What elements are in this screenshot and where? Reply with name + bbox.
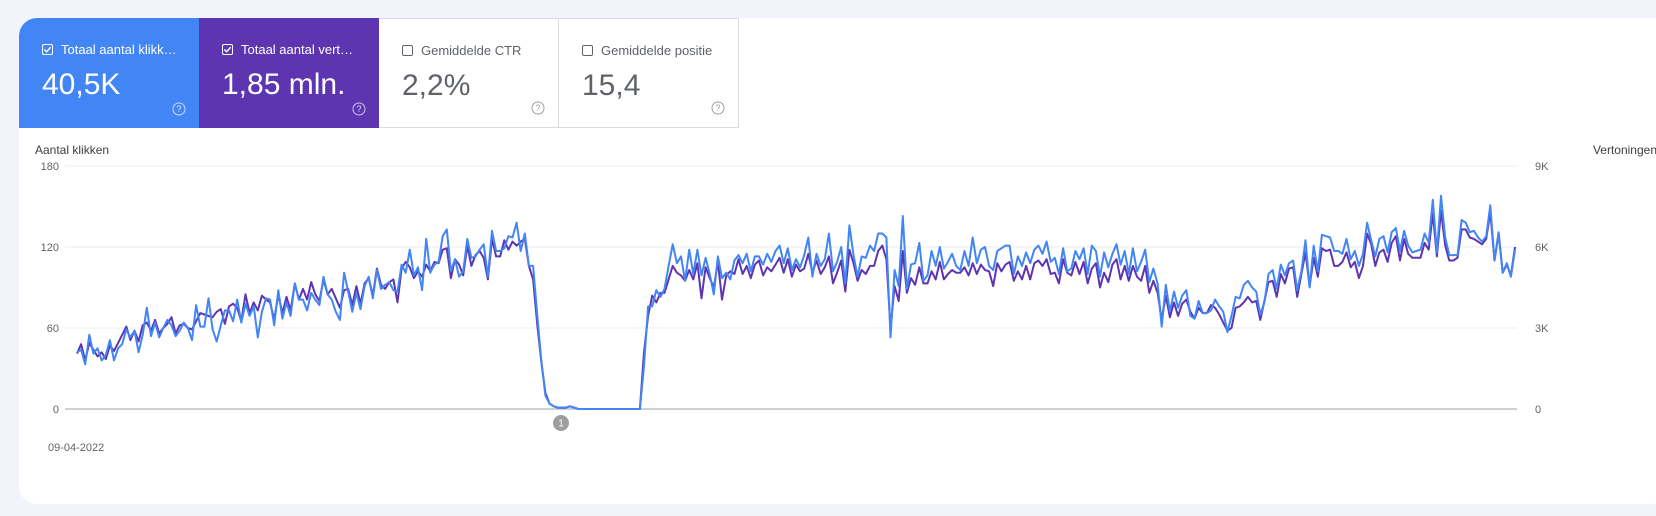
metric-value: 15,4	[582, 69, 641, 102]
metric-tile-impressions[interactable]: Totaal aantal vert… 1,85 mln. ?	[199, 18, 379, 128]
help-icon[interactable]: ?	[531, 101, 545, 115]
help-icon[interactable]: ?	[711, 101, 725, 115]
right-tick-label: 0	[1535, 404, 1541, 416]
checkbox-checked-icon[interactable]	[42, 44, 53, 55]
svg-text:?: ?	[176, 104, 181, 114]
svg-text:?: ?	[715, 103, 720, 113]
left-axis-title: Aantal klikken	[35, 143, 110, 157]
metric-tiles: Totaal aantal klikk… 40,5K ? Totaal aant…	[19, 18, 739, 128]
left-tick-label: 180	[41, 161, 59, 173]
metric-tile-position[interactable]: Gemiddelde positie 15,4 ?	[559, 18, 739, 128]
left-tick-label: 60	[47, 323, 59, 335]
metric-value: 2,2%	[402, 69, 471, 102]
metric-tile-ctr[interactable]: Gemiddelde CTR 2,2% ?	[379, 18, 559, 128]
right-tick-label: 6K	[1535, 242, 1549, 254]
left-tick-label: 120	[41, 242, 59, 254]
impressions-series-line	[76, 209, 1516, 410]
svg-text:?: ?	[356, 104, 361, 114]
x-tick-label: 09-04-2022	[48, 442, 104, 454]
checkbox-unchecked-icon[interactable]	[402, 45, 413, 56]
annotation-label: 1	[558, 419, 564, 430]
svg-text:?: ?	[535, 103, 540, 113]
metric-tile-clicks[interactable]: Totaal aantal klikk… 40,5K ?	[19, 18, 199, 128]
performance-chart[interactable]: 0 0 60 3K 120 6K 180 9K 09-04-2022 1	[19, 18, 1649, 504]
metric-value: 40,5K	[42, 68, 121, 101]
checkbox-checked-icon[interactable]	[222, 44, 233, 55]
annotation-marker[interactable]	[553, 415, 569, 431]
right-tick-label: 3K	[1535, 323, 1549, 335]
clicks-series-line	[76, 194, 1516, 410]
left-tick-label: 0	[53, 404, 59, 416]
checkbox-unchecked-icon[interactable]	[582, 45, 593, 56]
help-icon[interactable]: ?	[172, 102, 186, 116]
right-axis-title: Vertoningen	[1592, 143, 1656, 157]
right-tick-label: 9K	[1535, 161, 1549, 173]
metric-value: 1,85 mln.	[222, 68, 346, 101]
performance-card: Totaal aantal klikk… 40,5K ? Totaal aant…	[19, 18, 1656, 504]
help-icon[interactable]: ?	[352, 102, 366, 116]
